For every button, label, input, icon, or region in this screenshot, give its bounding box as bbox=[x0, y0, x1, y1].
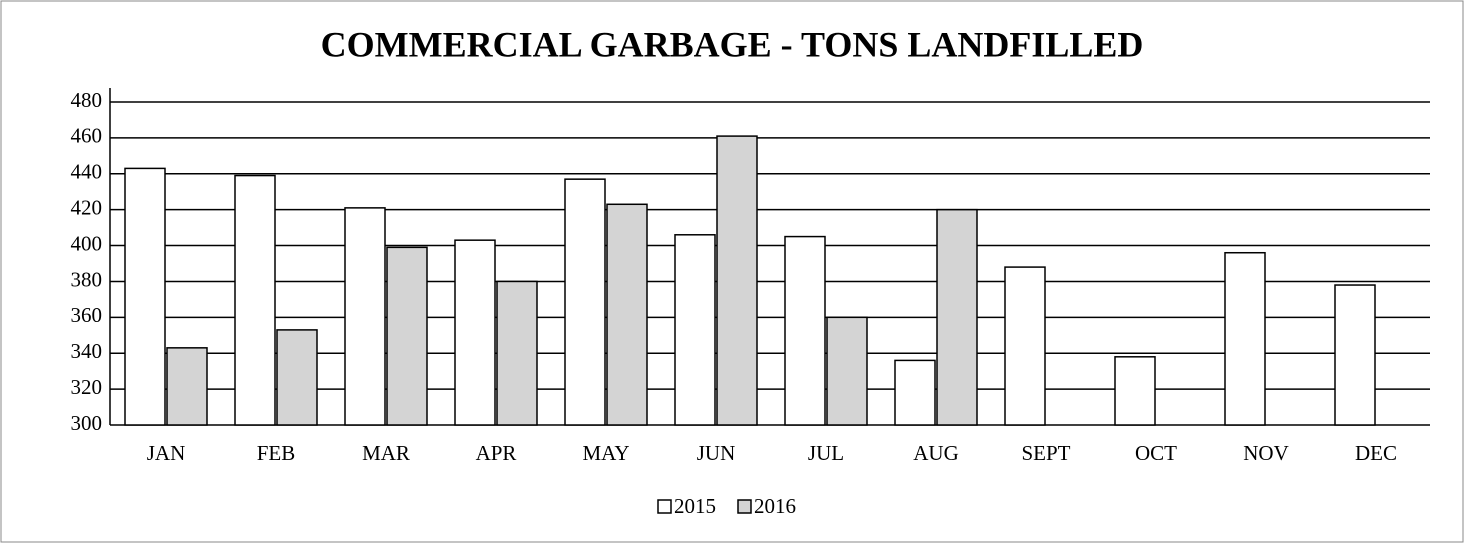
y-tick-label: 480 bbox=[71, 88, 103, 112]
bar bbox=[234, 174, 276, 426]
bar bbox=[826, 316, 868, 426]
x-tick-label: JAN bbox=[147, 441, 186, 465]
bar bbox=[1114, 356, 1156, 426]
bar bbox=[454, 239, 496, 426]
bar bbox=[276, 329, 318, 426]
x-tick-label: AUG bbox=[913, 441, 959, 465]
bar bbox=[166, 347, 208, 426]
x-tick-label: DEC bbox=[1355, 441, 1397, 465]
bar bbox=[936, 208, 978, 426]
x-tick-label: OCT bbox=[1135, 441, 1177, 465]
y-tick-label: 400 bbox=[71, 231, 103, 255]
x-tick-label: JUL bbox=[808, 441, 844, 465]
y-tick-label: 460 bbox=[71, 124, 103, 148]
bar bbox=[344, 207, 386, 426]
bar bbox=[1224, 251, 1266, 426]
x-tick-label: MAY bbox=[582, 441, 629, 465]
bar bbox=[124, 167, 166, 426]
bar bbox=[606, 203, 648, 426]
bar bbox=[386, 246, 428, 426]
y-tick-label: 380 bbox=[71, 267, 103, 291]
y-tick-label: 440 bbox=[71, 160, 103, 184]
bar bbox=[1004, 266, 1046, 426]
bar bbox=[1334, 284, 1376, 426]
legend-swatch bbox=[737, 499, 752, 514]
legend-label: 2015 bbox=[674, 494, 716, 518]
bar bbox=[894, 359, 936, 426]
bar bbox=[564, 178, 606, 426]
legend-swatch bbox=[657, 499, 672, 514]
y-tick-label: 360 bbox=[71, 303, 103, 327]
legend-label: 2016 bbox=[754, 494, 796, 518]
bar bbox=[784, 235, 826, 426]
chart-title: COMMERCIAL GARBAGE - TONS LANDFILLED bbox=[321, 24, 1144, 64]
y-tick-label: 320 bbox=[71, 375, 103, 399]
y-tick-label: 420 bbox=[71, 195, 103, 219]
bar bbox=[674, 234, 716, 426]
x-tick-label: APR bbox=[476, 441, 517, 465]
y-tick-label: 300 bbox=[71, 411, 103, 435]
y-tick-label: 340 bbox=[71, 339, 103, 363]
x-tick-label: SEPT bbox=[1021, 441, 1070, 465]
x-tick-label: MAR bbox=[362, 441, 410, 465]
bar bbox=[716, 135, 758, 426]
x-tick-label: NOV bbox=[1243, 441, 1289, 465]
x-tick-label: FEB bbox=[257, 441, 296, 465]
bar bbox=[496, 280, 538, 426]
x-tick-label: JUN bbox=[697, 441, 736, 465]
